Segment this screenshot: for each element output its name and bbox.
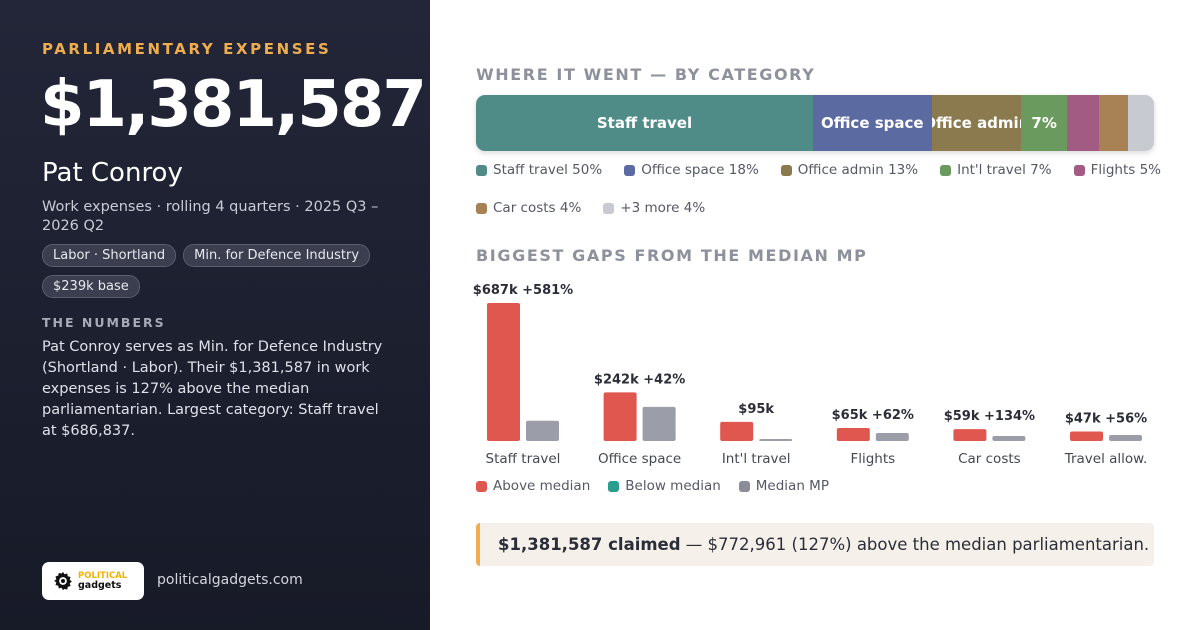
legend-swatch bbox=[476, 164, 487, 176]
gaps-legend-item: Below median bbox=[608, 476, 721, 496]
legend-label: Int'l travel 7% bbox=[957, 162, 1052, 178]
bar-value-label: $95k bbox=[738, 402, 774, 417]
mp-bar-4 bbox=[953, 429, 987, 441]
legend-swatch bbox=[476, 202, 487, 214]
legend-swatch bbox=[476, 480, 487, 492]
median-bar-0 bbox=[526, 420, 559, 441]
numbers-body: Pat Conroy serves as Min. for Defence In… bbox=[42, 339, 383, 439]
category-legend-item: Office space 18% bbox=[624, 160, 759, 180]
period-subtitle: Work expenses · rolling 4 quarters · 202… bbox=[42, 199, 379, 234]
mp-name: Pat Conroy bbox=[42, 158, 183, 188]
legend-label: Office admin 13% bbox=[797, 162, 919, 178]
bar-value-label: $65k +62% bbox=[832, 408, 914, 423]
legend-swatch bbox=[780, 164, 792, 176]
legend-label: Flights 5% bbox=[1090, 162, 1161, 178]
category-segment-staff-travel: Staff travel bbox=[476, 95, 813, 151]
bar-value-label: $59k +134% bbox=[944, 409, 1035, 424]
mp-bar-5 bbox=[1070, 431, 1103, 441]
category-title: WHERE IT WENT — BY CATEGORY bbox=[476, 65, 816, 84]
tag-list: Labor · Shortland Min. for Defence Indus… bbox=[42, 244, 392, 298]
category-segment-flights bbox=[1067, 95, 1100, 151]
category-legend-item: Int'l travel 7% bbox=[940, 160, 1052, 180]
summary-callout: $1,381,587 claimed — $772,961 (127%) abo… bbox=[476, 523, 1154, 566]
gaps-bar-chart: $687k +581% Staff travel $242k +42% Office … bbox=[473, 283, 1148, 467]
category-tick-label: Car costs bbox=[958, 451, 1021, 467]
category-tick-label: Int'l travel bbox=[722, 451, 791, 467]
category-tick-label: Office space bbox=[598, 451, 681, 467]
mp-bar-1 bbox=[603, 392, 637, 441]
median-bar-5 bbox=[1109, 434, 1142, 441]
category-tick-label: Travel allow. bbox=[1064, 451, 1148, 467]
legend-label: Office space 18% bbox=[641, 162, 759, 178]
party-tag: Labor · Shortland bbox=[42, 244, 177, 267]
callout-bold: $1,381,587 claimed bbox=[498, 535, 681, 554]
total-amount: $1,381,587 bbox=[40, 68, 427, 142]
median-bar-3 bbox=[875, 432, 909, 441]
legend-swatch bbox=[1073, 164, 1085, 176]
category-legend-item: Car costs 4% bbox=[476, 198, 581, 218]
category-legend-item: Flights 5% bbox=[1073, 160, 1161, 180]
gaps-title: BIGGEST GAPS FROM THE MEDIAN MP bbox=[476, 246, 868, 265]
category-segment--3-more bbox=[1128, 95, 1154, 151]
category-legend-item: +3 more 4% bbox=[603, 198, 705, 218]
callout-rest: — $772,961 (127%) above the median parli… bbox=[680, 535, 1150, 554]
legend-swatch bbox=[624, 164, 636, 176]
category-tick-label: Flights bbox=[850, 451, 895, 467]
category-legend-item: Staff travel 50% bbox=[476, 160, 602, 180]
logo: POLITICAL gadgets bbox=[42, 562, 144, 600]
category-legend-item: Office admin 13% bbox=[780, 160, 919, 180]
logo-line2: gadgets bbox=[78, 580, 122, 591]
gaps-legend-item: Median MP bbox=[738, 476, 829, 496]
logo-line1: POLITICAL bbox=[78, 571, 128, 581]
legend-label: Car costs 4% bbox=[493, 200, 582, 216]
legend-swatch bbox=[940, 164, 952, 176]
legend-swatch bbox=[603, 202, 615, 214]
category-tick-label: Staff travel bbox=[486, 451, 561, 467]
legend-swatch bbox=[608, 480, 620, 492]
median-bar-4 bbox=[992, 435, 1026, 441]
legend-label: Staff travel 50% bbox=[493, 162, 603, 178]
category-segment-int-l-travel: 7% bbox=[1021, 95, 1068, 151]
bar-value-label: $47k +56% bbox=[1065, 412, 1147, 427]
category-segment-car-costs bbox=[1099, 95, 1129, 151]
legend-label: Above median bbox=[493, 478, 591, 494]
legend-label: +3 more 4% bbox=[620, 200, 706, 216]
gear-icon bbox=[54, 571, 72, 591]
base-tag: $239k base bbox=[42, 275, 140, 298]
mp-bar-0 bbox=[487, 303, 520, 441]
mp-bar-2 bbox=[720, 421, 754, 441]
bar-value-label: $687k +581% bbox=[473, 283, 573, 298]
eyebrow-label: PARLIAMENTARY EXPENSES bbox=[42, 40, 332, 58]
site-link[interactable]: politicalgadgets.com bbox=[157, 572, 303, 588]
gaps-legend-item: Above median bbox=[476, 476, 590, 496]
category-segment-office-space: Office space bbox=[812, 95, 932, 151]
median-bar-1 bbox=[642, 406, 676, 441]
left-panel: PARLIAMENTARY EXPENSES $1,381,587 Pat Co… bbox=[0, 0, 430, 630]
category-segment-office-admin: Office admin bbox=[931, 95, 1022, 151]
category-legend: Staff travel 50% Office space 18% Office a… bbox=[476, 160, 1166, 218]
legend-swatch bbox=[738, 480, 750, 492]
median-bar-2 bbox=[759, 439, 793, 441]
role-tag: Min. for Defence Industry bbox=[183, 244, 371, 267]
legend-label: Below median bbox=[625, 478, 721, 494]
gaps-legend: Above median Below median Median MP bbox=[476, 476, 829, 496]
bar-value-label: $242k +42% bbox=[594, 372, 685, 387]
numbers-heading: THE NUMBERS bbox=[42, 315, 166, 330]
legend-label: Median MP bbox=[755, 478, 829, 494]
mp-bar-3 bbox=[836, 427, 870, 441]
